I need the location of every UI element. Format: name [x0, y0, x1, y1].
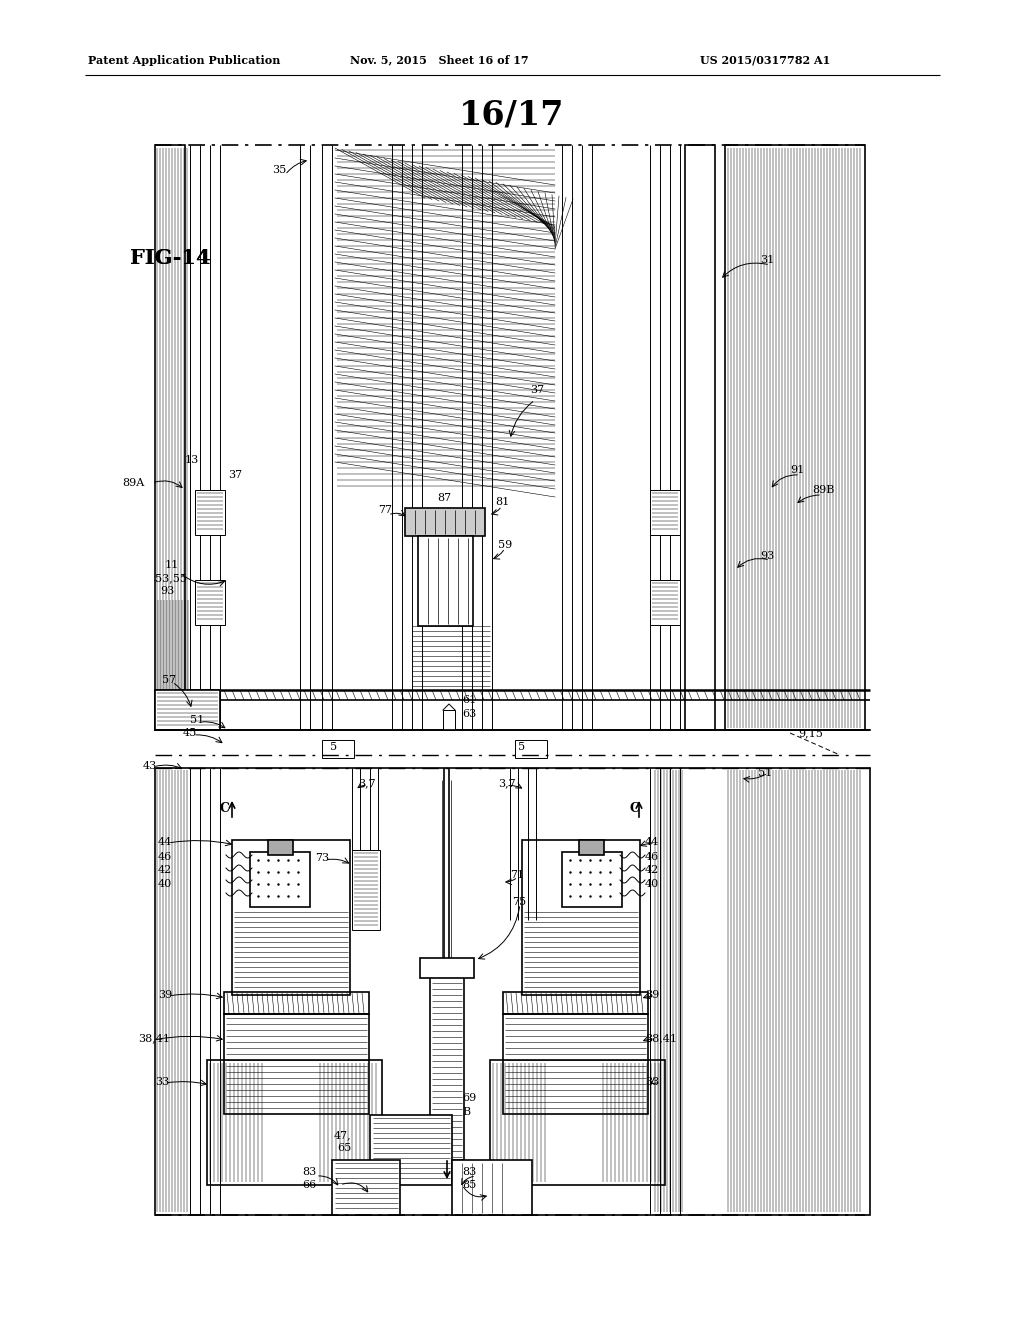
Text: B: B — [462, 1107, 470, 1117]
Bar — [443, 710, 455, 730]
Bar — [352, 850, 380, 931]
Bar — [562, 851, 622, 907]
Text: 5: 5 — [518, 742, 525, 752]
Text: 39: 39 — [645, 990, 659, 1001]
Text: 44: 44 — [158, 837, 172, 847]
Bar — [650, 579, 680, 624]
Bar — [725, 145, 865, 730]
Text: 33: 33 — [155, 1077, 169, 1086]
Text: 40: 40 — [645, 879, 659, 888]
Bar — [503, 993, 648, 1014]
Text: 42: 42 — [158, 865, 172, 875]
Bar — [332, 1160, 400, 1214]
Text: 35: 35 — [272, 165, 287, 176]
Text: 33: 33 — [645, 1077, 659, 1086]
Text: 63: 63 — [462, 709, 476, 719]
Text: Nov. 5, 2015   Sheet 16 of 17: Nov. 5, 2015 Sheet 16 of 17 — [350, 54, 528, 66]
Text: 39: 39 — [158, 990, 172, 1001]
Bar — [515, 741, 547, 758]
Text: Patent Application Publication: Patent Application Publication — [88, 54, 281, 66]
Bar — [406, 508, 485, 536]
Bar — [650, 490, 680, 535]
Text: 51: 51 — [190, 715, 204, 725]
Bar — [155, 768, 870, 1214]
Text: 44: 44 — [645, 837, 659, 847]
Text: FIG-14: FIG-14 — [130, 248, 211, 268]
Text: 93: 93 — [760, 550, 774, 561]
Text: 66: 66 — [302, 1180, 316, 1191]
Text: 47,: 47, — [334, 1130, 351, 1140]
Text: 37: 37 — [228, 470, 242, 480]
Bar — [232, 840, 350, 995]
Bar — [195, 490, 225, 535]
Text: 51: 51 — [758, 768, 772, 777]
Text: 9,15: 9,15 — [798, 729, 823, 738]
Text: 71: 71 — [510, 870, 524, 880]
Text: 3,7: 3,7 — [498, 777, 516, 788]
Text: 73: 73 — [315, 853, 329, 863]
Text: 93: 93 — [160, 586, 174, 597]
Text: 75: 75 — [512, 898, 526, 907]
Text: 87: 87 — [437, 492, 452, 503]
Text: 57: 57 — [162, 675, 176, 685]
Text: 13: 13 — [185, 455, 200, 465]
Text: C: C — [630, 801, 640, 814]
Text: 46: 46 — [158, 851, 172, 862]
Text: 81: 81 — [495, 498, 509, 507]
Bar — [370, 1115, 452, 1185]
Bar — [420, 958, 474, 978]
Bar — [430, 975, 464, 1160]
Text: 53,55: 53,55 — [155, 573, 187, 583]
Text: 77: 77 — [378, 506, 392, 515]
Bar — [418, 536, 473, 626]
Text: C: C — [220, 801, 230, 814]
Text: 83: 83 — [302, 1167, 316, 1177]
Bar — [268, 840, 293, 855]
Text: 42: 42 — [645, 865, 659, 875]
Text: 3,7: 3,7 — [358, 777, 376, 788]
Text: 85: 85 — [462, 1180, 476, 1191]
Text: 5: 5 — [330, 742, 337, 752]
Text: 38,41: 38,41 — [138, 1034, 170, 1043]
Text: 89A: 89A — [122, 478, 144, 488]
Text: 45: 45 — [183, 729, 198, 738]
Text: 11: 11 — [165, 560, 179, 570]
Text: 43: 43 — [143, 762, 158, 771]
Text: 40: 40 — [158, 879, 172, 888]
Bar — [224, 993, 369, 1014]
Bar — [322, 741, 354, 758]
Bar — [522, 840, 640, 995]
Bar — [685, 145, 715, 730]
Text: US 2015/0317782 A1: US 2015/0317782 A1 — [700, 54, 830, 66]
Bar — [250, 851, 310, 907]
Bar — [452, 1160, 532, 1214]
Text: 31: 31 — [760, 255, 774, 265]
Bar — [224, 1014, 369, 1114]
Bar — [195, 579, 225, 624]
Bar — [155, 690, 220, 730]
Text: 16/17: 16/17 — [459, 99, 565, 132]
Text: 37: 37 — [530, 385, 544, 395]
Bar — [579, 840, 604, 855]
Text: 89B: 89B — [812, 484, 835, 495]
Text: 83: 83 — [462, 1167, 476, 1177]
Text: 46: 46 — [645, 851, 659, 862]
Bar — [207, 1060, 382, 1185]
Text: 61: 61 — [462, 696, 476, 705]
Text: FIG-14: FIG-14 — [130, 248, 211, 268]
Text: 65: 65 — [337, 1143, 351, 1152]
Text: 38,41: 38,41 — [645, 1034, 677, 1043]
Bar — [155, 145, 185, 730]
Text: 91: 91 — [790, 465, 804, 475]
Text: 59: 59 — [498, 540, 512, 550]
Bar — [490, 1060, 665, 1185]
Bar — [503, 1014, 648, 1114]
Text: 69: 69 — [462, 1093, 476, 1104]
